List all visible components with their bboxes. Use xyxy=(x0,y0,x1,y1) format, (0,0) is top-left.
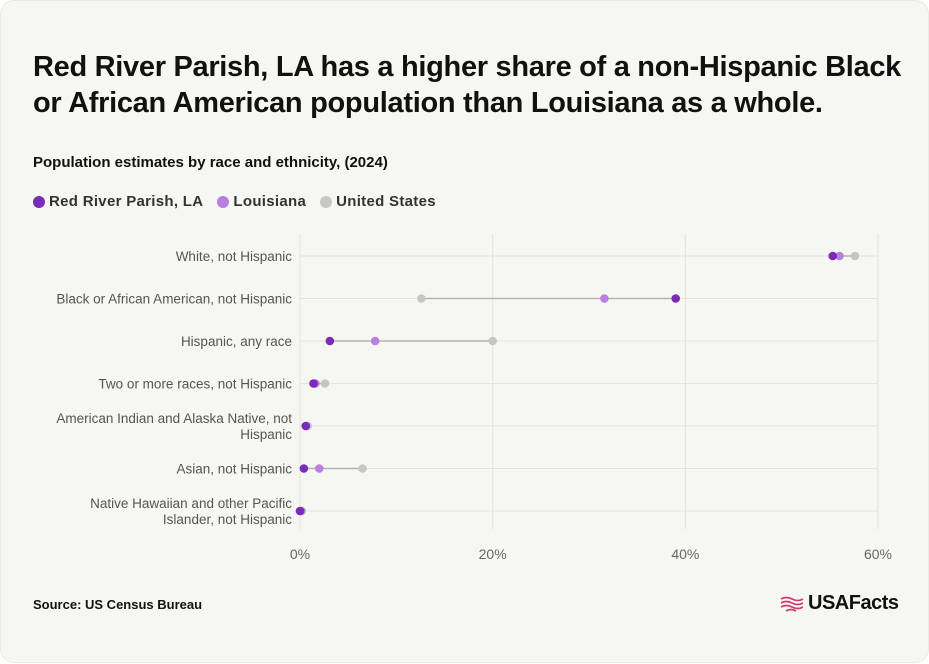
category-label: Hispanic, any race xyxy=(181,334,292,349)
legend-item-red-river[interactable]: Red River Parish, LA xyxy=(33,193,203,210)
point-louisiana xyxy=(600,294,609,303)
legend-item-louisiana[interactable]: Louisiana xyxy=(217,193,306,210)
category-label: American Indian and Alaska Native, not Hi… xyxy=(56,411,292,442)
source-note: Source: US Census Bureau xyxy=(33,597,203,612)
x-tick-label: 40% xyxy=(671,546,699,562)
x-tick-label: 0% xyxy=(290,546,310,562)
category-label: Black or African American, not Hispanic xyxy=(56,292,292,307)
point-red-river-parish-la xyxy=(828,251,838,261)
legend-label-united-states: United States xyxy=(336,193,436,210)
flag-icon xyxy=(780,596,804,612)
legend-item-united-states[interactable]: United States xyxy=(320,193,436,210)
legend-label-louisiana: Louisiana xyxy=(233,193,307,210)
brand-name: USAFacts xyxy=(808,592,899,614)
point-red-river-parish-la xyxy=(299,464,309,473)
legend-marker-louisiana xyxy=(217,195,230,208)
point-louisiana xyxy=(370,336,380,346)
legend-marker-red-river xyxy=(33,195,45,208)
legend-marker-united-states xyxy=(320,195,333,208)
point-united-states xyxy=(358,464,367,473)
point-red-river-parish-la xyxy=(295,506,305,516)
category-label: White, not Hispanic xyxy=(176,249,293,264)
point-louisiana xyxy=(314,464,324,473)
legend-label-red-river: Red River Parish, LA xyxy=(49,193,204,210)
point-red-river-parish-la xyxy=(671,294,680,303)
category-label: Native Hawaiian and other Pacific Islande… xyxy=(90,496,292,527)
point-united-states xyxy=(850,251,860,261)
usafacts-logo[interactable]: USAFacts xyxy=(780,592,899,615)
point-united-states xyxy=(488,336,497,346)
legend: Red River Parish, LA Louisiana United St… xyxy=(33,193,450,210)
point-red-river-parish-la xyxy=(301,421,311,431)
category-label: Two or more races, not Hispanic xyxy=(98,377,292,392)
x-tick-label: 20% xyxy=(479,546,507,562)
category-label: Asian, not Hispanic xyxy=(176,462,292,477)
x-tick-label: 60% xyxy=(864,546,892,562)
chart-title: Red River Parish, LA has a higher share … xyxy=(33,51,902,119)
point-red-river-parish-la xyxy=(309,379,318,388)
point-louisiana xyxy=(835,251,844,261)
point-united-states xyxy=(417,294,426,303)
point-united-states xyxy=(320,379,330,388)
point-red-river-parish-la xyxy=(325,336,335,346)
chart-subtitle: Population estimates by race and ethnici… xyxy=(33,154,388,171)
